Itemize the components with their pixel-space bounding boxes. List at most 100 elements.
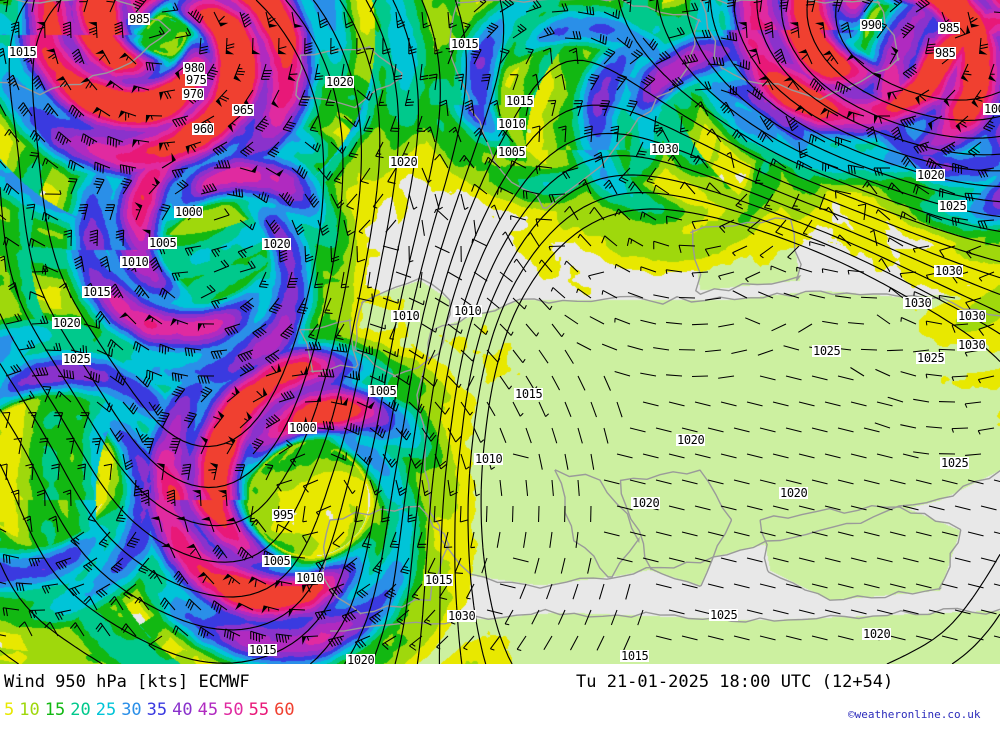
wind-barb	[181, 463, 192, 481]
wind-barb	[655, 50, 671, 65]
wind-barb	[610, 609, 618, 626]
wind-barb	[150, 516, 163, 533]
wind-barb	[614, 263, 631, 273]
wind-barb	[356, 453, 373, 466]
wind-barb	[409, 635, 423, 651]
wind-barb	[791, 193, 801, 211]
wind-barb	[875, 209, 891, 221]
wind-barb	[212, 141, 228, 156]
wind-barb	[159, 203, 171, 221]
wind-barb	[913, 451, 930, 455]
wind-barb	[655, 479, 672, 485]
wind-barb	[51, 463, 60, 481]
wind-barb	[846, 54, 865, 65]
wind-barb	[832, 0, 844, 13]
wind-barb	[423, 126, 436, 143]
wind-barb	[759, 375, 776, 381]
wind-barb	[798, 49, 813, 65]
wind-barb	[642, 37, 659, 51]
wind-barb	[850, 401, 867, 407]
wind-barb	[239, 219, 256, 231]
wind-barb	[808, 133, 826, 144]
isobar-label: 1025	[938, 199, 968, 213]
wind-barb	[59, 282, 72, 299]
wind-barb	[208, 462, 218, 481]
wind-barb	[665, 215, 683, 225]
wind-barb	[735, 193, 748, 210]
wind-barb	[971, 89, 983, 108]
wind-barb	[0, 632, 7, 637]
legend-entry-20: 20	[70, 700, 91, 720]
wind-barb	[185, 598, 202, 611]
wind-barb	[473, 479, 481, 497]
wind-barb	[681, 2, 699, 13]
wind-barb	[109, 283, 124, 299]
wind-barb	[770, 265, 787, 273]
wind-barb	[809, 78, 826, 93]
wind-barb	[197, 375, 215, 384]
wind-barb	[473, 219, 477, 236]
wind-barb	[576, 288, 592, 299]
wind-barb	[18, 340, 36, 351]
wind-barb	[588, 73, 600, 91]
wind-barb	[421, 167, 432, 184]
wind-barb	[570, 635, 579, 651]
wind-barb	[107, 135, 124, 148]
wind-barb	[535, 218, 553, 227]
wind-barb	[733, 427, 750, 433]
wind-barb	[629, 49, 643, 65]
wind-barb	[31, 367, 49, 377]
wind-barb	[915, 531, 932, 537]
wind-barb	[369, 0, 378, 13]
wind-barb	[223, 628, 241, 641]
wind-barb	[525, 479, 529, 496]
wind-barb	[705, 182, 722, 195]
wind-barb	[598, 583, 605, 600]
wind-barb	[83, 595, 98, 611]
wind-barb	[694, 101, 709, 117]
wind-barb	[0, 255, 7, 273]
wind-barb	[145, 61, 163, 71]
wind-barb	[694, 29, 712, 39]
wind-barb	[289, 453, 306, 467]
wind-barb	[330, 396, 349, 406]
wind-barb	[131, 85, 150, 94]
wind-barb	[447, 375, 462, 389]
wind-barb	[354, 635, 371, 649]
isobar-label: 1010	[453, 304, 483, 318]
wind-barb	[531, 609, 540, 625]
wind-barb	[251, 518, 267, 533]
coastline	[554, 469, 640, 578]
wind-barb	[265, 11, 278, 28]
wind-barb	[928, 609, 945, 615]
wind-barb	[835, 136, 852, 146]
wind-barb	[862, 180, 878, 195]
wind-barb	[170, 318, 189, 327]
isobar-label: 1015	[514, 387, 544, 401]
wind-barb	[589, 316, 605, 325]
wind-barb	[531, 125, 541, 143]
wind-barb	[701, 0, 711, 13]
wind-barb	[26, 0, 36, 13]
wind-barb	[44, 342, 62, 352]
wind-barb	[758, 75, 774, 91]
wind-barb	[886, 349, 904, 352]
wind-barb	[681, 635, 698, 641]
wind-barb	[83, 557, 98, 573]
wind-barb	[416, 115, 425, 132]
wind-barb	[652, 184, 670, 195]
wind-barb	[902, 505, 919, 511]
wind-barb	[67, 178, 78, 195]
wind-barb	[825, 206, 839, 221]
wind-barb	[28, 609, 46, 619]
wind-barb	[745, 317, 761, 325]
wind-barb	[878, 258, 891, 273]
wind-barb	[348, 141, 359, 159]
wind-barb	[343, 219, 355, 236]
wind-barb	[237, 349, 254, 363]
wind-barb	[557, 609, 566, 625]
wind-barb	[732, 245, 748, 257]
wind-barb	[915, 479, 932, 485]
wind-barb	[653, 240, 670, 250]
